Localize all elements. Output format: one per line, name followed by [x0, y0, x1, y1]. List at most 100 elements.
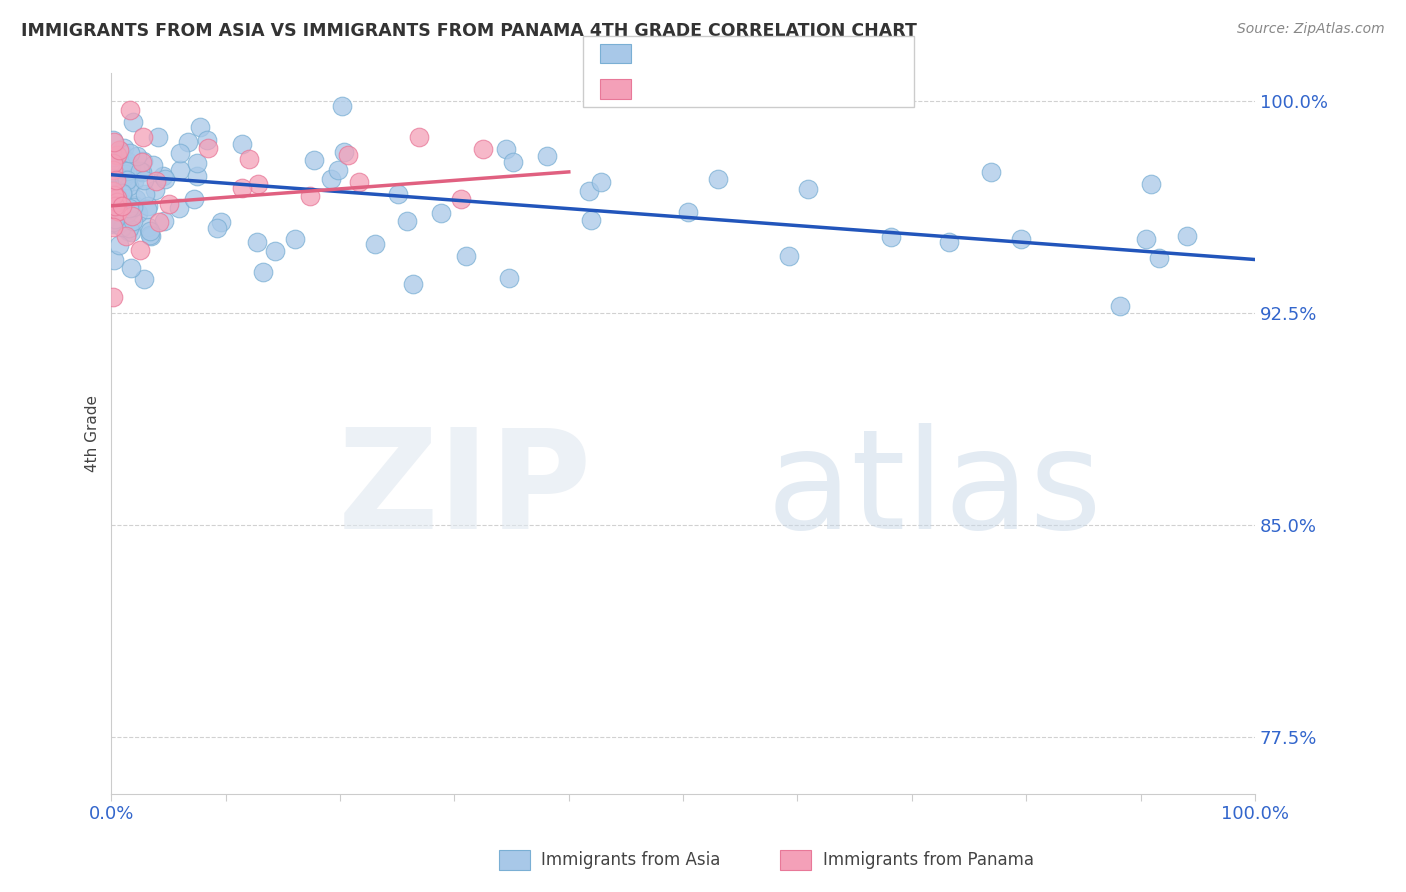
Point	[108, 198, 131, 212]
Point	[1010, 231, 1032, 245]
Point	[177, 135, 200, 149]
Point	[127, 205, 149, 219]
Point	[579, 213, 602, 227]
Point	[132, 130, 155, 145]
Point	[134, 173, 156, 187]
Point	[778, 249, 800, 263]
Point	[1147, 252, 1170, 266]
Point	[332, 145, 354, 159]
Point	[347, 175, 370, 189]
Point	[536, 149, 558, 163]
Point	[153, 214, 176, 228]
Point	[131, 155, 153, 169]
Point	[110, 156, 132, 170]
Text: Source: ZipAtlas.com: Source: ZipAtlas.com	[1237, 22, 1385, 37]
Point	[450, 192, 472, 206]
Point	[111, 186, 134, 201]
Point	[105, 172, 128, 186]
Point	[105, 195, 128, 210]
Point	[105, 191, 128, 205]
Point	[302, 153, 325, 167]
Point	[118, 103, 141, 117]
Point	[118, 202, 141, 217]
Point	[190, 120, 212, 134]
Text: R =: R =	[645, 46, 688, 65]
Text: IMMIGRANTS FROM ASIA VS IMMIGRANTS FROM PANAMA 4TH GRADE CORRELATION CHART: IMMIGRANTS FROM ASIA VS IMMIGRANTS FROM …	[21, 22, 917, 40]
Point	[1175, 229, 1198, 244]
Point	[402, 277, 425, 291]
Point	[110, 145, 132, 159]
Point	[117, 159, 139, 173]
Point	[132, 272, 155, 286]
Point	[152, 169, 174, 184]
Point	[114, 168, 136, 182]
Point	[114, 178, 136, 192]
Point	[195, 133, 218, 147]
Point	[105, 147, 128, 161]
Point	[125, 192, 148, 206]
Point	[155, 172, 177, 186]
Point	[135, 202, 157, 216]
Point	[183, 192, 205, 206]
Point	[139, 227, 162, 242]
Point	[1109, 299, 1132, 313]
Point	[678, 205, 700, 219]
Point	[495, 142, 517, 156]
Point	[298, 189, 321, 203]
Point	[104, 196, 127, 211]
Point	[395, 213, 418, 227]
Point	[114, 167, 136, 181]
Point	[186, 155, 208, 169]
Point	[231, 181, 253, 195]
Text: N =: N =	[793, 82, 837, 101]
Point	[797, 182, 820, 196]
Point	[125, 149, 148, 163]
Point	[101, 162, 124, 177]
Point	[107, 217, 129, 231]
Point	[980, 165, 1002, 179]
Point	[148, 215, 170, 229]
Point	[502, 155, 524, 169]
Point	[120, 225, 142, 239]
Point	[132, 153, 155, 168]
Point	[454, 249, 477, 263]
Point	[408, 129, 430, 144]
Point	[101, 156, 124, 170]
Point	[104, 199, 127, 213]
Point	[107, 204, 129, 219]
Point	[238, 152, 260, 166]
Point	[118, 178, 141, 193]
Point	[121, 115, 143, 129]
Point	[706, 172, 728, 186]
Point	[264, 244, 287, 258]
Point	[103, 252, 125, 267]
FancyBboxPatch shape	[499, 850, 530, 870]
Text: ZIP: ZIP	[337, 424, 592, 558]
Text: 35: 35	[842, 82, 869, 101]
Point	[136, 199, 159, 213]
Point	[103, 170, 125, 185]
Point	[136, 220, 159, 235]
FancyBboxPatch shape	[780, 850, 811, 870]
Point	[207, 221, 229, 235]
Point	[108, 238, 131, 252]
Point	[145, 174, 167, 188]
Point	[111, 186, 134, 201]
Point	[186, 169, 208, 183]
Point	[143, 183, 166, 197]
Point	[118, 161, 141, 175]
Point	[129, 244, 152, 258]
Point	[103, 219, 125, 234]
Point	[101, 183, 124, 197]
Point	[139, 228, 162, 243]
Point	[167, 201, 190, 215]
Text: R =: R =	[645, 82, 688, 101]
Point	[169, 145, 191, 160]
Text: Immigrants from Asia: Immigrants from Asia	[541, 851, 721, 869]
Point	[139, 224, 162, 238]
Point	[118, 221, 141, 235]
Point	[118, 146, 141, 161]
Point	[101, 133, 124, 147]
Text: 113: 113	[842, 46, 883, 65]
Point	[103, 135, 125, 149]
